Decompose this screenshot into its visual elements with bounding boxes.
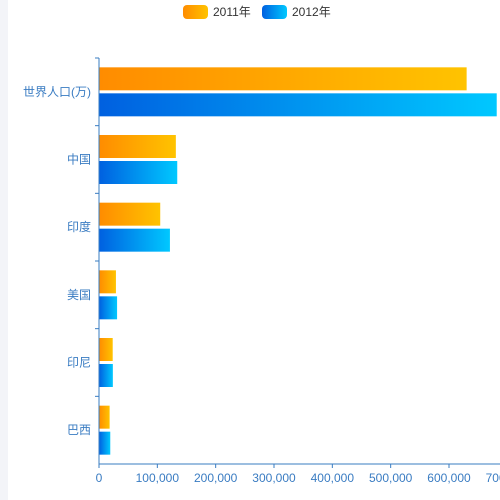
category-label: 世界人口(万) <box>23 85 91 99</box>
category-label: 美国 <box>67 288 91 302</box>
legend-label[interactable]: 2012年 <box>292 5 331 19</box>
x-tick-label: 700,000 <box>486 471 500 485</box>
bar-1-5[interactable] <box>99 431 111 455</box>
bar-0-4[interactable] <box>99 338 113 361</box>
bar-0-2[interactable] <box>99 202 161 226</box>
bar-1-1[interactable] <box>99 161 178 184</box>
bar-1-4[interactable] <box>99 364 113 387</box>
bar-0-3[interactable] <box>99 270 116 294</box>
x-tick-label: 300,000 <box>252 471 296 485</box>
bar-0-1[interactable] <box>99 135 176 158</box>
axes <box>98 58 500 465</box>
x-tick-label: 500,000 <box>369 471 413 485</box>
bar-0-5[interactable] <box>99 405 110 429</box>
x-tick-label: 200,000 <box>194 471 238 485</box>
legend[interactable]: 2011年 2012年 <box>183 5 331 19</box>
legend-item-0[interactable]: 2011年 <box>183 5 251 19</box>
bars <box>99 67 497 455</box>
category-label: 印尼 <box>67 356 91 370</box>
x-tick-label: 100,000 <box>136 471 180 485</box>
x-tick-label: 0 <box>96 471 103 485</box>
bar-0-0[interactable] <box>99 67 467 91</box>
category-label: 印度 <box>67 219 91 234</box>
bar-1-2[interactable] <box>99 228 170 252</box>
legend-item-1[interactable]: 2012年 <box>262 5 331 19</box>
category-label: 巴西 <box>67 423 91 437</box>
bar-1-0[interactable] <box>99 93 497 117</box>
legend-label[interactable]: 2011年 <box>213 5 251 19</box>
legend-swatch[interactable] <box>183 5 208 19</box>
legend-swatch[interactable] <box>262 5 287 19</box>
x-tick-label: 400,000 <box>311 471 355 485</box>
bar-1-3[interactable] <box>99 296 118 320</box>
x-tick-label: 600,000 <box>427 471 471 485</box>
x-tick-labels: 0 100,000 200,000 300,000 400,000 500,000 600,… <box>96 464 500 485</box>
category-label: 中国 <box>67 152 91 167</box>
